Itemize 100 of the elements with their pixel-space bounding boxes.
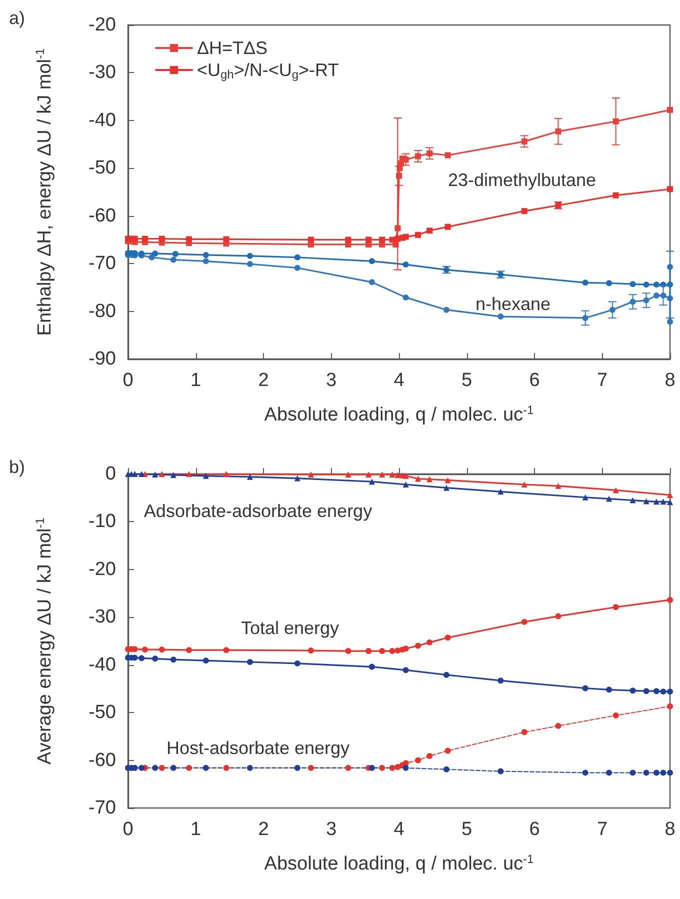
point — [667, 318, 673, 325]
point — [660, 498, 666, 505]
point — [606, 770, 612, 776]
x-tick-label: 3 — [326, 370, 337, 391]
point — [667, 186, 673, 192]
x-tick-label: 2 — [258, 370, 269, 391]
point — [389, 764, 396, 771]
point — [612, 712, 619, 718]
x-tick-label: 8 — [664, 370, 676, 391]
point — [653, 498, 660, 505]
x-tick-label: 2 — [258, 819, 269, 840]
point — [366, 236, 372, 243]
point — [172, 251, 178, 258]
point — [158, 646, 165, 653]
x-tick-label: 4 — [394, 370, 405, 391]
point — [667, 106, 673, 113]
point — [555, 482, 562, 489]
point — [246, 764, 253, 771]
point — [443, 306, 450, 313]
point — [170, 256, 176, 263]
annotation: Adsorbate-adsorbate energy — [144, 501, 372, 521]
point — [308, 471, 314, 478]
point — [246, 658, 253, 665]
point — [582, 770, 588, 776]
point — [582, 685, 588, 692]
point — [345, 236, 352, 243]
point — [246, 474, 253, 480]
point — [521, 481, 528, 488]
point — [582, 280, 588, 286]
point — [202, 472, 209, 479]
point — [389, 236, 396, 243]
x-tick-label: 6 — [529, 819, 540, 840]
point — [426, 639, 432, 646]
point — [521, 729, 528, 736]
point — [414, 642, 421, 649]
point — [612, 192, 619, 198]
point — [394, 764, 401, 770]
point — [152, 250, 158, 257]
y-tick-label: -40 — [88, 110, 116, 131]
point — [394, 472, 401, 478]
point — [498, 488, 504, 495]
x-tick-label: 5 — [461, 370, 472, 391]
point — [186, 647, 192, 654]
point — [368, 258, 375, 264]
point — [653, 292, 660, 299]
annotation: 23-dimethylbutane — [448, 170, 596, 190]
point — [132, 236, 138, 242]
point — [426, 228, 432, 234]
point — [379, 471, 386, 478]
point — [443, 672, 450, 678]
y-tick-label: -60 — [88, 750, 116, 771]
x-tick-label: 7 — [596, 370, 608, 391]
y-tick-label: -20 — [88, 14, 116, 36]
x-tick-label: 4 — [394, 819, 405, 840]
point — [138, 764, 145, 771]
point — [612, 487, 619, 494]
y-tick-label: -60 — [88, 205, 116, 226]
point — [170, 656, 176, 663]
y-tick-label: -30 — [88, 62, 116, 84]
point — [643, 498, 650, 504]
point — [389, 648, 396, 654]
point — [414, 757, 421, 764]
point — [521, 618, 528, 625]
point — [414, 232, 421, 238]
x-tick-label: 0 — [122, 370, 134, 391]
y-tick-label: -80 — [88, 300, 116, 322]
x-tick-label: 0 — [122, 819, 134, 840]
point — [606, 496, 612, 502]
y-tick-label: -70 — [88, 798, 116, 818]
point — [402, 294, 409, 300]
y-tick-label: -50 — [88, 158, 116, 179]
x-tick-label: 6 — [529, 370, 540, 391]
point — [379, 236, 386, 243]
point — [426, 752, 432, 759]
point — [294, 264, 300, 271]
x-tick-label: 7 — [596, 819, 608, 840]
point — [170, 472, 176, 478]
point — [345, 764, 352, 771]
point — [426, 476, 432, 482]
point — [443, 484, 450, 491]
point — [606, 280, 612, 286]
point — [142, 646, 148, 653]
point — [667, 703, 673, 710]
x-tick-label: 1 — [190, 819, 202, 840]
point — [379, 648, 386, 654]
point — [667, 770, 673, 776]
point — [630, 281, 636, 288]
chart-title: b) — [9, 457, 26, 477]
chart-title: a) — [9, 8, 26, 28]
point — [152, 656, 158, 662]
y-tick-label: -70 — [88, 253, 116, 274]
point — [138, 655, 145, 662]
point — [152, 471, 158, 478]
point — [158, 764, 165, 771]
point — [246, 252, 253, 259]
point — [379, 764, 386, 771]
point — [223, 236, 230, 242]
y-tick-label: -40 — [88, 654, 116, 676]
point — [444, 477, 451, 484]
point — [294, 764, 300, 771]
